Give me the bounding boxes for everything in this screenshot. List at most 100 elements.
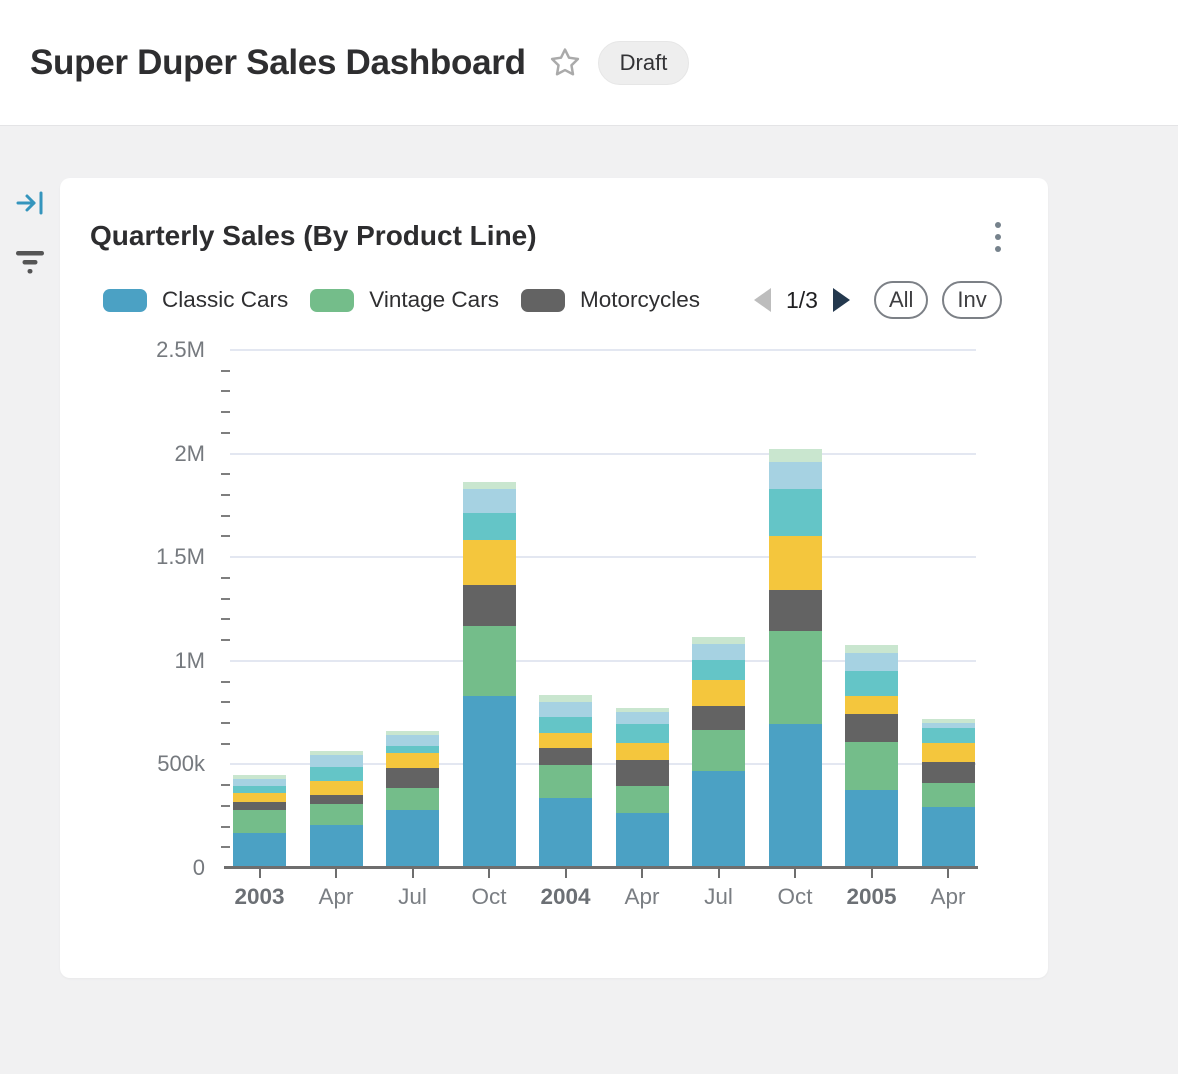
legend-invert-button[interactable]: Inv [942,281,1002,319]
legend-item[interactable]: Motorcycles [520,287,700,313]
bar-segment[interactable] [462,481,516,490]
bar-segment[interactable] [845,645,898,653]
bar-segment[interactable] [539,716,592,734]
bar-segment[interactable] [615,785,669,813]
bar-segment[interactable] [386,745,439,754]
bar-segment[interactable] [233,785,286,793]
y-minor-tick [221,473,230,476]
legend-prev-icon[interactable] [753,288,771,312]
bar-segment[interactable] [615,724,669,744]
bar-segment[interactable] [386,768,439,788]
y-minor-tick [221,742,230,745]
bar-segment[interactable] [386,730,439,735]
bar-segment[interactable] [692,729,745,771]
bar-segment[interactable] [309,824,363,868]
bar-segment[interactable] [233,809,286,834]
bar-segment[interactable] [921,728,975,743]
legend-item[interactable]: Vintage Cars [310,287,499,313]
bar-segment[interactable] [692,659,745,680]
y-axis-label: 0 [192,855,205,880]
bar-segment[interactable] [309,754,363,767]
favorite-star-button[interactable] [548,46,582,79]
bar-segment[interactable] [615,812,669,868]
x-axis-tick [794,869,796,878]
bar-segment[interactable] [921,783,975,807]
bar-segment[interactable] [921,719,975,724]
bar-segment[interactable] [462,695,516,868]
x-axis-tick [717,869,720,878]
y-minor-tick [221,597,230,600]
x-axis-label: Apr [624,884,660,909]
bar-segment[interactable] [615,760,669,786]
bar-segment[interactable] [768,462,822,489]
legend-all-button[interactable]: All [873,281,929,319]
y-gridline [230,349,976,351]
legend-next-icon[interactable] [832,288,850,312]
bar-segment[interactable] [386,734,439,746]
bar-segment[interactable] [845,742,898,790]
bar-segment[interactable] [309,795,363,804]
bar-segment[interactable] [539,733,592,749]
bar-segment[interactable] [233,792,286,802]
bar-segment[interactable] [921,723,975,729]
bar-segment[interactable] [539,798,592,868]
bar-segment[interactable] [692,637,745,644]
arrow-to-bar-icon [16,191,43,215]
bar-segment[interactable] [233,833,286,868]
x-axis-label: 2004 [540,884,591,909]
bar-segment[interactable] [386,809,439,868]
bar-segment[interactable] [921,806,975,868]
bar-segment[interactable] [233,774,286,779]
side-toolbar [12,188,48,280]
bar-segment[interactable] [539,748,592,765]
bar-segment[interactable] [462,625,516,696]
bar-segment[interactable] [692,770,745,868]
y-minor-tick [221,618,230,621]
bar-segment[interactable] [539,764,592,799]
bar-segment[interactable] [309,803,363,825]
bar-segment[interactable] [462,585,516,626]
bar-segment[interactable] [309,780,363,796]
bar-segment[interactable] [921,761,975,784]
bar-segment[interactable] [539,701,592,717]
bar-segment[interactable] [539,695,592,702]
bar-segment[interactable] [615,712,669,725]
y-minor-tick [221,369,230,372]
bar-segment[interactable] [615,708,669,713]
collapse-panel-button[interactable] [13,188,47,221]
bar-segment[interactable] [768,535,822,590]
legend-item[interactable]: Classic Cars [103,287,288,313]
filter-button[interactable] [13,245,47,280]
y-minor-tick [221,494,230,497]
bar-segment[interactable] [309,750,363,755]
kebab-menu-icon[interactable] [982,216,1014,258]
bar-segment[interactable] [233,778,286,786]
bar-segment[interactable] [462,512,516,540]
y-minor-tick [221,535,230,538]
bar-segment[interactable] [768,631,822,724]
bar-segment[interactable] [692,705,745,730]
bar-segment[interactable] [462,489,516,513]
status-badge: Draft [597,40,690,85]
bar-segment[interactable] [845,652,898,671]
bar-segment[interactable] [768,723,822,868]
bar-segment[interactable] [845,789,898,868]
bar-segment[interactable] [921,742,975,762]
bar-segment[interactable] [233,801,286,810]
bar-segment[interactable] [309,766,363,781]
chart-plot-area: 0 500k 1M 1.5M 2M 2.5M 2003 Apr Jul Oct 2004 Apr Jul… [156,337,978,909]
bar-segment[interactable] [692,643,745,660]
bar-segment[interactable] [615,743,669,761]
bar-segment[interactable] [692,679,745,706]
bar-segment[interactable] [768,449,822,463]
bar-segment[interactable] [386,787,439,810]
bar-segment[interactable] [768,589,822,632]
bar-segment[interactable] [768,488,822,536]
bar-segment[interactable] [462,539,516,586]
bar-segment[interactable] [845,670,898,696]
y-minor-tick [221,825,230,828]
legend-pager: 1/3 [753,287,850,314]
bar-segment[interactable] [386,753,439,769]
bar-segment[interactable] [845,713,898,743]
bar-segment[interactable] [845,695,898,714]
